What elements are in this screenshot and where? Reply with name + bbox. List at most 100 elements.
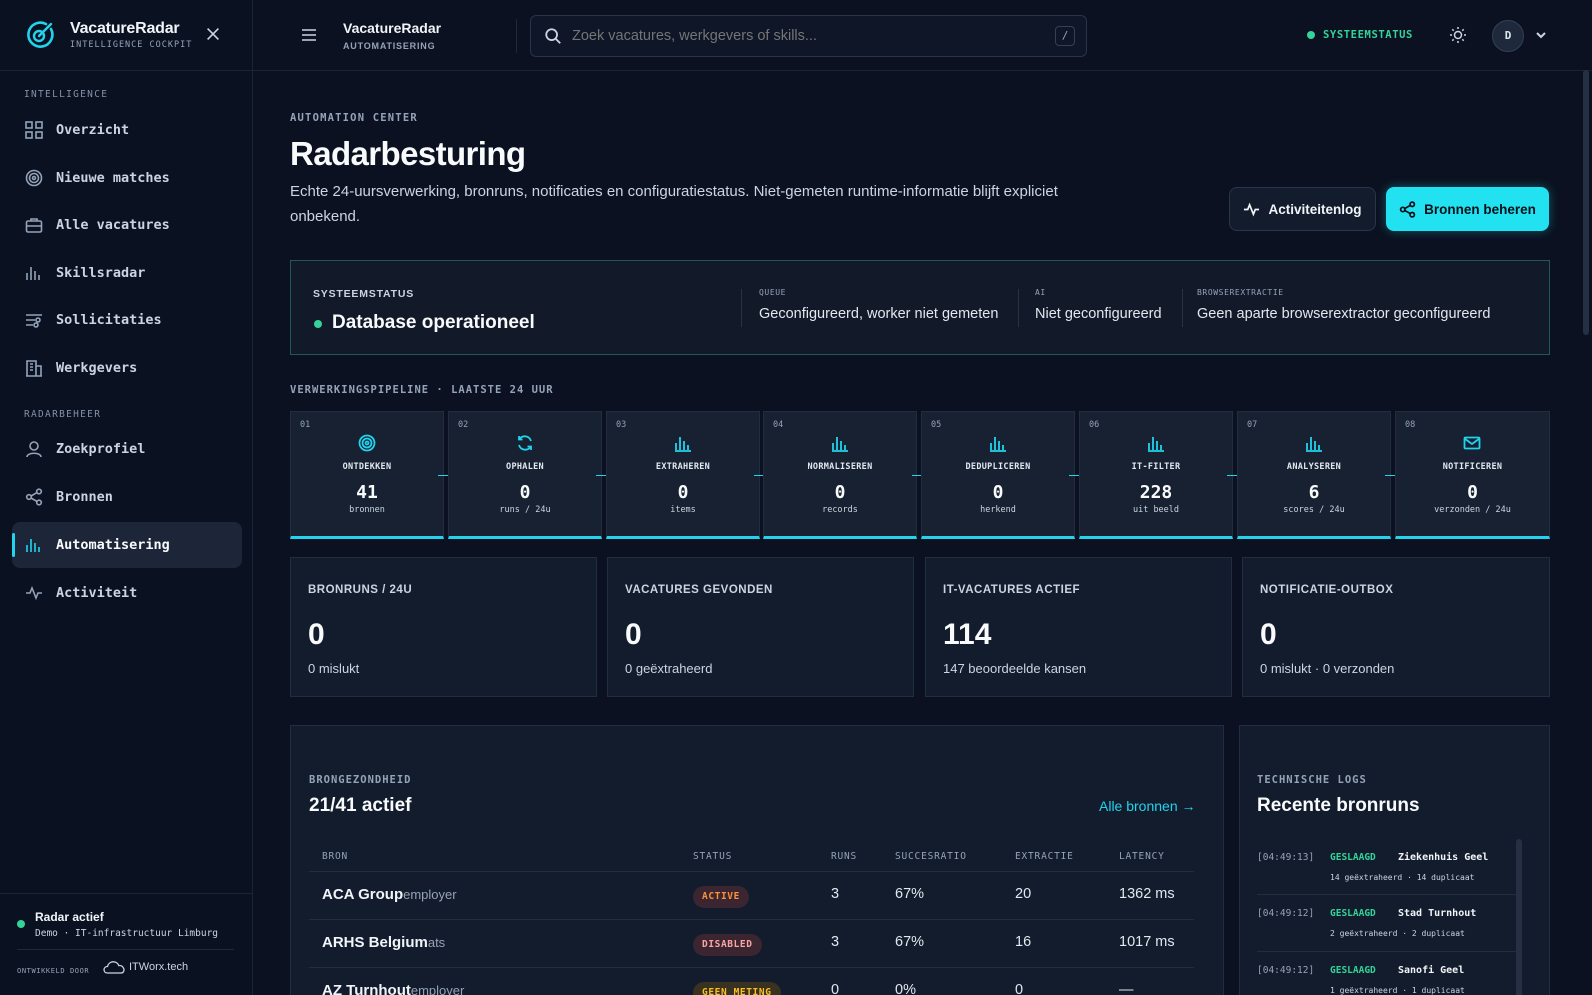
stage-number: 01 [300,420,311,430]
bars-icon [1148,437,1164,452]
developed-by-label: ONTWIKKELD DOOR [17,967,90,975]
source-type: ats [427,935,446,950]
column-header-bron[interactable]: BRON [322,851,349,862]
sidebar-item-alle-vacatures[interactable]: Alle vacatures [12,202,242,248]
pipeline-stage-it-filter: 06 IT-FILTER 228 uit beeld [1079,411,1233,539]
kpi-subtext: 0 geëxtraheerd [625,661,713,676]
latency-value: — [1119,982,1134,995]
technical-logs-panel: TECHNISCHE LOGS Recente bronruns [04:49:… [1239,725,1550,995]
search-input[interactable] [572,28,1032,44]
radar-status-dot [17,920,25,928]
sidebar-item-skillsradar[interactable]: Skillsradar [12,250,242,296]
kpi-subtext: 147 beoordeelde kansen [943,661,1087,676]
all-sources-link[interactable]: Alle bronnen → [1099,798,1196,814]
queue-label: QUEUE [759,288,787,297]
log-source: Ziekenhuis Geel [1398,852,1489,863]
divider [309,919,1194,920]
pipeline-stage-dedupliceren: 05 DEDUPLICEREN 0 herkend [921,411,1075,539]
stage-value: 0 [677,482,689,503]
bars-icon [675,437,691,452]
sidebar-item-label: Alle vacatures [56,217,170,233]
column-header-extractie[interactable]: EXTRACTIE [1015,851,1074,862]
sidebar-item-label: Zoekprofiel [56,441,146,457]
manage-sources-label: Bronnen beheren [1424,201,1536,217]
column-header-status[interactable]: STATUS [693,851,733,862]
refresh-icon [518,435,532,451]
extract-value: 20 [1015,886,1032,902]
itworx-logo-text: ITWorx.tech [129,960,189,973]
pipeline-stage-notificeren: 08 NOTIFICEREN 0 verzonden / 24u [1395,411,1550,539]
target-icon [358,434,376,452]
stage-name: ONTDEKKEN [342,462,392,472]
manage-sources-button[interactable]: Bronnen beheren [1386,187,1549,231]
system-status-label: SYSTEEMSTATUS [1323,29,1413,41]
source-name-text: ARHS Belgium [322,934,428,951]
activity-log-button[interactable]: Activiteitenlog [1229,187,1376,231]
column-header-latency[interactable]: LATENCY [1119,851,1165,862]
sidebar-item-overzicht[interactable]: Overzicht [12,107,242,153]
sidebar-item-werkgevers[interactable]: Werkgevers [12,345,242,391]
radar-status-title: Radar actief [35,910,104,924]
sidebar-item-label: Skillsradar [56,265,146,281]
source-type: employer [410,983,465,995]
sidebar-item-automatisering[interactable]: Automatisering [12,522,242,568]
grid-icon [25,121,43,139]
page-scrollbar[interactable] [1583,70,1589,335]
stage-unit: uit beeld [1132,505,1180,515]
sidebar-item-label: Werkgevers [56,360,138,376]
source-name[interactable]: ACA Groupemployer [322,886,457,903]
divider [1018,289,1019,327]
sidebar-item-bronnen[interactable]: Bronnen [12,474,242,520]
sidebar: VacatureRadar INTELLIGENCE COCKPIT INTEL… [0,0,253,995]
log-detail: 1 geëxtraheerd · 1 duplicaat [1330,986,1465,995]
stage-name: OPHALEN [506,462,544,472]
status-badge: GEEN METING [693,982,781,995]
source-name[interactable]: AZ Turnhoutemployer [322,982,464,995]
kpi-value: 0 [625,618,642,651]
browser-extraction-value: Geen aparte browserextractor geconfigure… [1197,306,1491,322]
bars-icon [1306,437,1322,452]
stage-number: 07 [1247,420,1258,430]
stage-value: 41 [356,482,378,503]
runs-value: 0 [831,982,840,995]
stage-number: 05 [931,420,942,430]
user-icon [26,441,42,458]
sun-icon[interactable] [1449,26,1467,44]
kpi-card-vacatures-gevonden: VACATURES GEVONDEN 0 0 geëxtraheerd [607,557,914,697]
log-time: [04:49:13] [1257,852,1315,863]
page-eyebrow: AUTOMATION CENTER [290,112,418,124]
stage-value: 6 [1308,482,1320,503]
mail-icon [1463,436,1481,450]
itworx-logo[interactable]: ITWorx.tech [101,958,188,975]
sidebar-item-nieuwe-matches[interactable]: Nieuwe matches [12,155,242,201]
activity-log-label: Activiteitenlog [1268,201,1362,217]
ratio-value: 67% [895,886,925,902]
log-status: GESLAAGD [1330,908,1376,919]
stage-value: 0 [519,482,531,503]
search-bar[interactable]: / [530,15,1087,57]
pipeline-stage-normaliseren: 04 NORMALISEREN 0 records [763,411,917,539]
ai-value: Niet geconfigureerd [1035,306,1162,322]
sidebar-item-zoekprofiel[interactable]: Zoekprofiel [12,426,242,472]
chevron-down-icon[interactable] [1534,28,1548,42]
source-name[interactable]: ARHS Belgiumats [322,934,445,951]
sidebar-item-label: Activiteit [56,585,138,601]
close-sidebar-button[interactable] [202,25,224,47]
stage-name: DEDUPLICEREN [965,462,1031,472]
system-status-indicator[interactable]: SYSTEEMSTATUS [1307,29,1413,41]
log-time: [04:49:12] [1257,908,1315,919]
sidebar-item-sollicitaties[interactable]: Sollicitaties [12,297,242,343]
kpi-value: 0 [1260,618,1277,651]
stage-number: 02 [458,420,469,430]
logs-scrollbar[interactable] [1516,839,1522,995]
sidebar-item-activiteit[interactable]: Activiteit [12,570,242,616]
column-header-succesratio[interactable]: SUCCESRATIO [895,851,967,862]
source-name-text: ACA Group [322,886,404,903]
column-header-runs[interactable]: RUNS [831,851,858,862]
stage-name: ANALYSEREN [1286,462,1342,472]
menu-icon[interactable] [301,28,317,42]
avatar[interactable]: D [1492,20,1524,52]
queue-value: Geconfigureerd, worker niet gemeten [759,306,999,322]
pipeline-connector [912,475,924,476]
